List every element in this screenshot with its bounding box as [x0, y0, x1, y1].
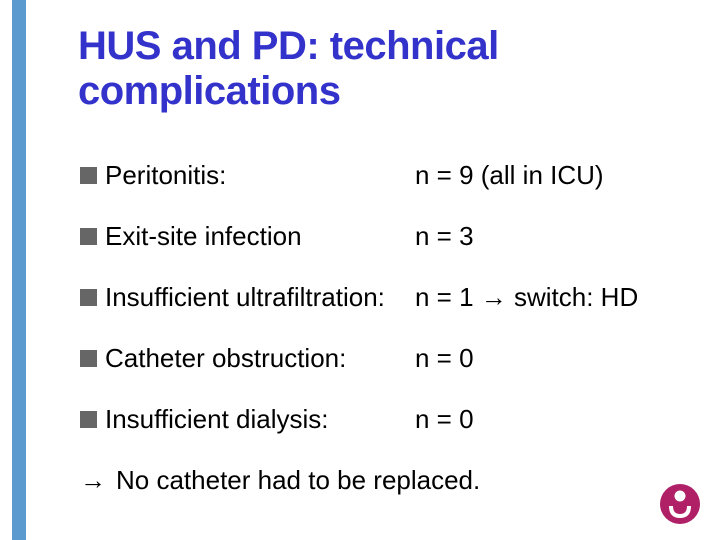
list-item-label: Catheter obstruction: [105, 343, 346, 374]
list-item: Catheter obstruction: n = 0 [80, 343, 700, 374]
list-item: Exit-site infection n = 3 [80, 221, 700, 252]
list-item-label-col: Insufficient ultrafiltration: [80, 282, 415, 313]
slide-content: HUS and PD: technical complications Peri… [50, 0, 700, 496]
list-item: Insufficient dialysis: n = 0 [80, 404, 700, 435]
square-bullet-icon [80, 411, 97, 428]
square-bullet-icon [80, 167, 97, 184]
list-item-label: Insufficient dialysis: [105, 404, 329, 435]
square-bullet-icon [80, 228, 97, 245]
list-item-label: Exit-site infection [105, 221, 302, 252]
list-item-label: Insufficient ultrafiltration: [105, 282, 385, 313]
list-item-label-col: Exit-site infection [80, 221, 415, 252]
list-item-value: n = 0 [415, 343, 700, 374]
arrow-icon: → [80, 465, 106, 496]
bullet-list: Peritonitis: n = 9 (all in ICU) Exit-sit… [50, 160, 700, 435]
list-item-value: n = 1 → switch: HD [415, 282, 700, 313]
list-item-label: Peritonitis: [105, 160, 226, 191]
footer-text: No catheter had to be replaced. [116, 465, 480, 496]
accent-sidebar [12, 0, 26, 540]
footer-line: → No catheter had to be replaced. [50, 465, 700, 496]
list-item: Peritonitis: n = 9 (all in ICU) [80, 160, 700, 191]
organization-logo-icon [658, 482, 702, 526]
square-bullet-icon [80, 289, 97, 306]
list-item-value: n = 9 (all in ICU) [415, 160, 700, 191]
slide-title: HUS and PD: technical complications [50, 24, 700, 114]
list-item-label-col: Catheter obstruction: [80, 343, 415, 374]
list-item-label-col: Peritonitis: [80, 160, 415, 191]
list-item-value: n = 3 [415, 221, 700, 252]
square-bullet-icon [80, 350, 97, 367]
list-item: Insufficient ultrafiltration: n = 1 → sw… [80, 282, 700, 313]
list-item-value: n = 0 [415, 404, 700, 435]
list-item-label-col: Insufficient dialysis: [80, 404, 415, 435]
